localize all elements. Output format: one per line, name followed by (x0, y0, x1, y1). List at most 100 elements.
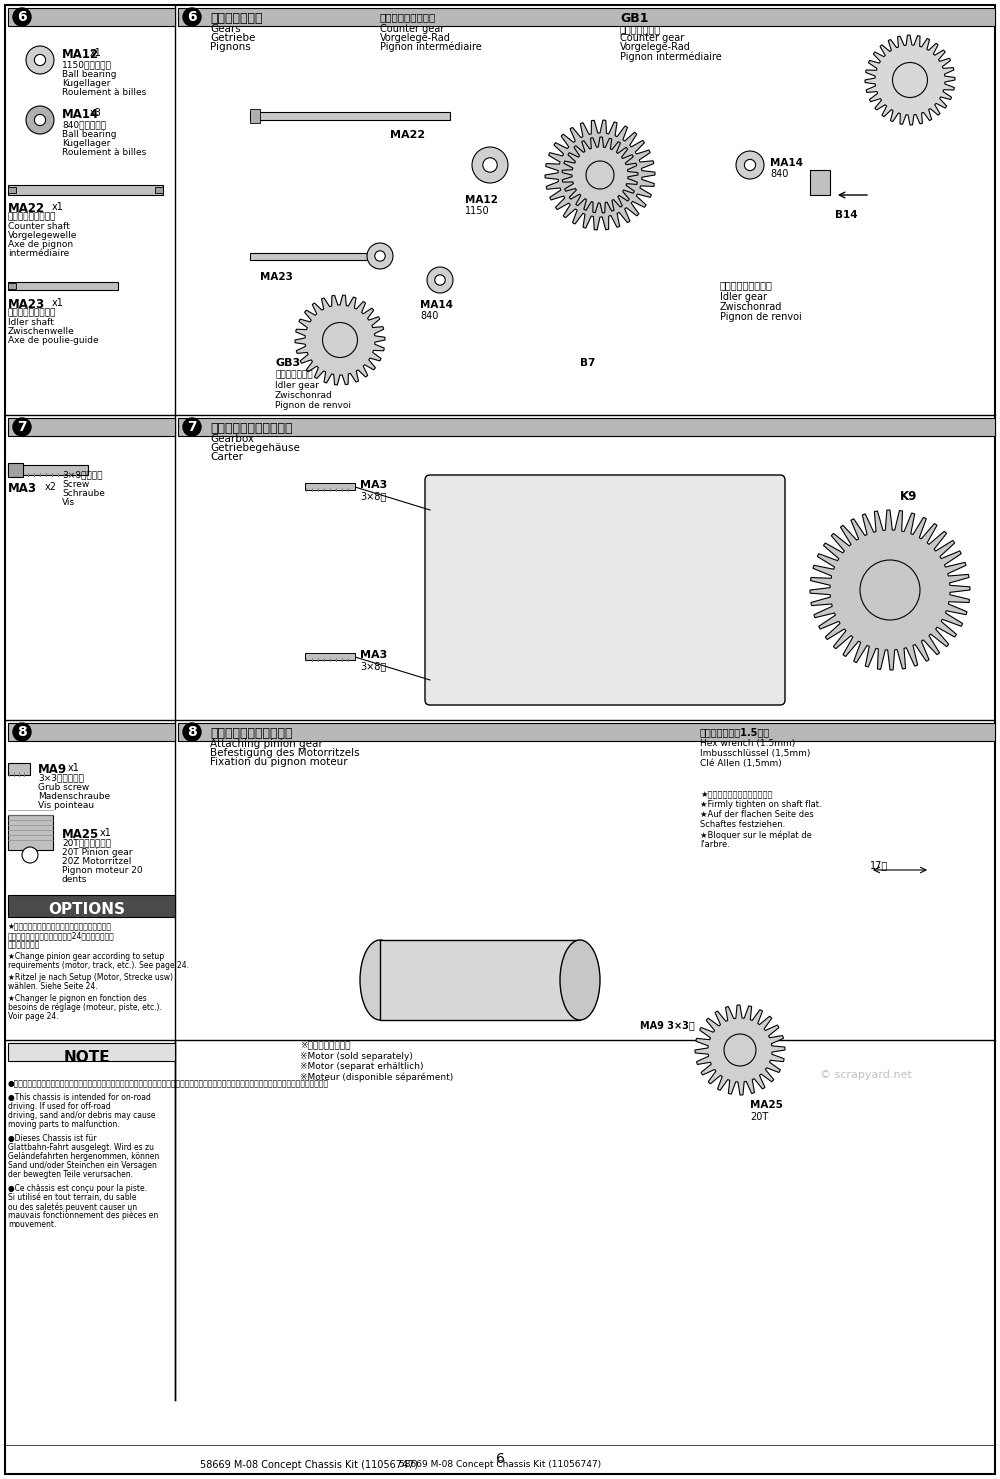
Text: Clé Allen (1,5mm): Clé Allen (1,5mm) (700, 759, 782, 768)
Text: K9: K9 (900, 490, 917, 503)
Text: Gears: Gears (210, 24, 241, 34)
Circle shape (34, 55, 46, 65)
Text: Voir page 24.: Voir page 24. (8, 1012, 59, 1021)
Text: Counter gear: Counter gear (380, 24, 444, 34)
Text: x1: x1 (68, 763, 80, 774)
Text: カウンターギヤ: カウンターギヤ (620, 24, 661, 34)
Text: 20T Pinion gear: 20T Pinion gear (62, 847, 132, 856)
Circle shape (13, 419, 31, 436)
Text: 《カウンターギヤ》: 《カウンターギヤ》 (380, 12, 436, 22)
Text: Kugellager: Kugellager (62, 139, 110, 148)
Text: ※Motor (sold separately): ※Motor (sold separately) (300, 1052, 413, 1060)
Text: Hex wrench (1.5mm): Hex wrench (1.5mm) (700, 740, 795, 748)
Ellipse shape (560, 941, 600, 1021)
Bar (8, 1043, 175, 1060)
Bar (305, 654, 355, 660)
Text: Getriebe: Getriebe (210, 33, 255, 43)
Text: MA14: MA14 (62, 108, 99, 121)
Text: ギヤを変えることが出来ます。24ページを参考に: ギヤを変えることが出来ます。24ページを参考に (8, 930, 115, 941)
Bar (178, 7, 995, 27)
Text: ou des saletés peuvent causer un: ou des saletés peuvent causer un (8, 1202, 137, 1211)
Text: ★Ritzel je nach Setup (Motor, Strecke usw): ★Ritzel je nach Setup (Motor, Strecke us… (8, 973, 173, 982)
Text: driving, sand and/or debris may cause: driving, sand and/or debris may cause (8, 1111, 156, 1120)
Text: x1: x1 (100, 828, 112, 839)
Text: dents: dents (62, 876, 87, 884)
Text: ●This chassis is intended for on-road: ●This chassis is intended for on-road (8, 1093, 151, 1102)
Text: アイドラーシャフト: アイドラーシャフト (8, 308, 56, 317)
Circle shape (26, 106, 54, 135)
Circle shape (586, 161, 614, 189)
Text: intermédiaire: intermédiaire (8, 248, 69, 257)
Text: ※Motor (separat erhältlich): ※Motor (separat erhältlich) (300, 1062, 424, 1071)
Text: 20Z Motorritzel: 20Z Motorritzel (62, 856, 131, 867)
Text: Roulement à billes: Roulement à billes (62, 87, 146, 98)
Text: ★平らな部分にしめ込みます。: ★平らな部分にしめ込みます。 (700, 790, 772, 799)
Text: 1150ベアリング: 1150ベアリング (62, 61, 112, 70)
Text: ★Changer le pignon en fonction des: ★Changer le pignon en fonction des (8, 994, 147, 1003)
Text: 58669 M-08 Concept Chassis Kit (11056747): 58669 M-08 Concept Chassis Kit (11056747… (200, 1460, 418, 1470)
Text: x1: x1 (90, 47, 102, 58)
Text: GB3: GB3 (275, 358, 300, 368)
Bar (155, 186, 163, 192)
Text: MA25: MA25 (62, 828, 99, 842)
Text: Fixation du pignon moteur: Fixation du pignon moteur (210, 757, 348, 768)
Text: MA9 3×3㎜: MA9 3×3㎜ (640, 1021, 695, 1029)
Text: Roulement à billes: Roulement à billes (62, 148, 146, 157)
Text: Gearbox: Gearbox (210, 433, 254, 444)
Text: Zwischenwelle: Zwischenwelle (8, 327, 75, 336)
Text: 3×8㎜: 3×8㎜ (360, 661, 386, 671)
Text: B14: B14 (835, 210, 858, 220)
Text: MA14: MA14 (420, 300, 453, 311)
Bar (810, 170, 830, 195)
Text: Vorgelegewelle: Vorgelegewelle (8, 231, 77, 240)
Text: MA3: MA3 (360, 481, 387, 490)
Circle shape (744, 160, 756, 170)
Text: Zwischonrad: Zwischonrad (275, 390, 333, 399)
Text: Vis: Vis (62, 498, 75, 507)
FancyBboxPatch shape (425, 475, 785, 705)
Text: Schaftes festziehen.: Schaftes festziehen. (700, 819, 785, 830)
Text: 6: 6 (496, 1452, 504, 1466)
Bar (8, 723, 175, 741)
Text: Vorgelege-Rad: Vorgelege-Rad (620, 41, 691, 52)
Polygon shape (295, 296, 385, 385)
Text: カウンターシャフト: カウンターシャフト (8, 211, 56, 220)
Text: Screw: Screw (62, 481, 89, 490)
Text: MA22: MA22 (390, 130, 425, 141)
Text: MA22: MA22 (8, 203, 45, 214)
Text: Pignon moteur 20: Pignon moteur 20 (62, 867, 143, 876)
Circle shape (34, 114, 46, 126)
Text: Axe de poulie-guide: Axe de poulie-guide (8, 336, 99, 345)
Text: 1150: 1150 (465, 206, 490, 216)
Bar (8, 7, 175, 27)
Text: 20Tピニオンギヤ: 20Tピニオンギヤ (62, 839, 111, 847)
Bar (8, 895, 175, 917)
Text: moving parts to malfunction.: moving parts to malfunction. (8, 1120, 120, 1128)
Circle shape (472, 146, 508, 183)
Circle shape (483, 158, 497, 172)
Bar (178, 419, 995, 436)
Text: x1: x1 (52, 203, 64, 211)
Text: 840: 840 (770, 169, 788, 179)
Text: Pignon intermédiaire: Pignon intermédiaire (380, 41, 482, 52)
Circle shape (183, 419, 201, 436)
Text: x2: x2 (45, 482, 57, 493)
Text: Befestigung des Motorritzels: Befestigung des Motorritzels (210, 748, 360, 759)
Text: mouvement.: mouvement. (8, 1220, 56, 1229)
Text: Idler shaft: Idler shaft (8, 318, 54, 327)
Text: Zwischonrad: Zwischonrad (720, 302, 782, 312)
Circle shape (736, 151, 764, 179)
Polygon shape (545, 120, 655, 229)
Bar (250, 112, 450, 120)
Text: Pignon de renvoi: Pignon de renvoi (720, 312, 802, 322)
Text: Schraube: Schraube (62, 490, 105, 498)
Text: x3: x3 (90, 108, 102, 118)
Text: Pignons: Pignons (210, 41, 251, 52)
Text: MA3: MA3 (360, 649, 387, 660)
Bar (8, 186, 16, 192)
Text: 6: 6 (17, 10, 27, 24)
Text: Attaching pinion gear: Attaching pinion gear (210, 740, 323, 748)
Text: ★Auf der flachen Seite des: ★Auf der flachen Seite des (700, 810, 814, 819)
Circle shape (183, 7, 201, 27)
Bar (8, 763, 30, 775)
